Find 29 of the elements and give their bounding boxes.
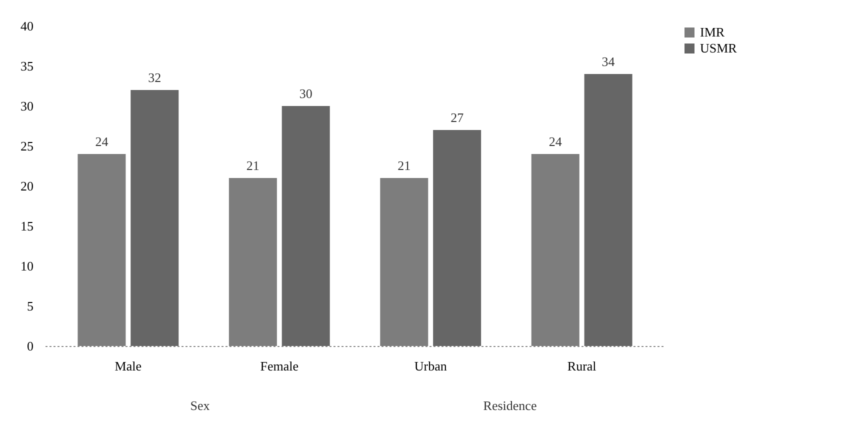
y-tick-label: 25 [20, 138, 34, 154]
data-label: 21 [246, 158, 260, 173]
bar [130, 90, 179, 346]
bar [282, 106, 330, 346]
x-tick-label: Male [114, 358, 142, 374]
y-tick-label: 20 [20, 178, 34, 194]
y-tick-label: 5 [27, 298, 34, 314]
data-label: 24 [95, 134, 109, 149]
y-tick-label: 15 [20, 218, 34, 234]
x-tick-label: Female [260, 358, 299, 374]
y-tick-label: 35 [20, 58, 34, 74]
x-tick-label: Rural [567, 358, 597, 374]
x-tick-label: Urban [414, 358, 448, 374]
y-tick-label: 0 [27, 338, 34, 354]
y-tick-label: 30 [20, 98, 34, 114]
bar [584, 74, 632, 346]
text: Residence [483, 398, 537, 413]
y-tick-label: 10 [20, 258, 34, 274]
legend-label: USMR [700, 40, 738, 56]
data-label: 32 [148, 70, 162, 85]
y-tick-label: 40 [20, 18, 34, 34]
data-label: 27 [450, 110, 464, 125]
data-label: 30 [299, 86, 312, 101]
data-label: 24 [548, 134, 562, 149]
legend-label: IMR [700, 24, 725, 40]
data-label: 34 [602, 54, 616, 69]
text: Sex [190, 398, 210, 413]
data-label: 21 [398, 158, 411, 173]
bar [433, 130, 482, 346]
